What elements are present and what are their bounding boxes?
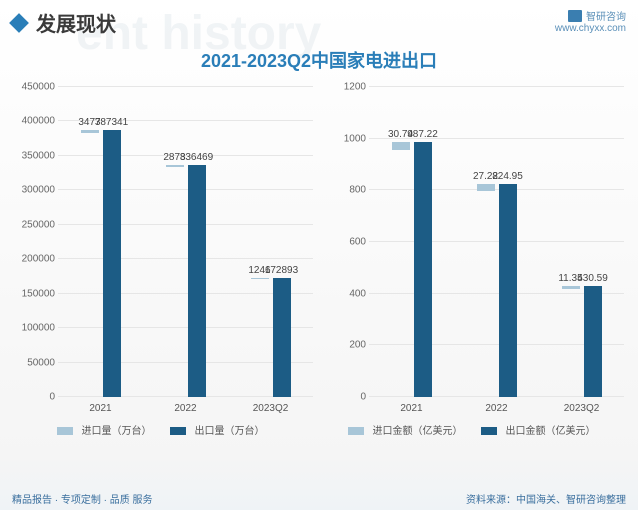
bar: 387341 — [103, 130, 121, 397]
bar: 2878 — [166, 165, 184, 167]
footer-left: 精品报告 · 专项定制 · 品质 服务 — [12, 491, 153, 506]
y-tick: 0 — [49, 392, 55, 403]
bar: 27.22 — [477, 184, 495, 191]
bar: 3477 — [81, 130, 99, 132]
legend-left: 进口量（万台） 出口量（万台） — [8, 422, 319, 437]
x-tick: 2022 — [174, 403, 196, 414]
legend-swatch — [481, 427, 497, 435]
legend-label: 出口金额（亿美元） — [506, 426, 596, 437]
legend-label: 进口金额（亿美元） — [373, 426, 463, 437]
gridline — [58, 86, 313, 87]
legend-item: 出口量（万台） — [170, 426, 271, 437]
y-tick: 1200 — [344, 82, 366, 93]
bar-group: 28783364692022 — [164, 165, 208, 397]
legend-swatch — [170, 427, 186, 435]
brand-name: 智研咨询 — [586, 8, 626, 23]
y-tick: 100000 — [22, 323, 55, 334]
y-tick: 150000 — [22, 288, 55, 299]
header-left: 发展现状 — [12, 8, 116, 37]
y-tick: 800 — [349, 185, 366, 196]
legend-label: 出口量（万台） — [195, 426, 265, 437]
gridline — [369, 86, 624, 87]
y-tick: 300000 — [22, 185, 55, 196]
value-label: 824.95 — [492, 171, 523, 182]
legend-swatch — [57, 427, 73, 435]
y-tick: 600 — [349, 237, 366, 248]
footer-right: 资料来源：中国海关、智研咨询整理 — [466, 491, 626, 506]
bar-group: 34773873412021 — [79, 130, 123, 397]
bar: 172893 — [273, 278, 291, 397]
legend-label: 进口量（万台） — [82, 426, 152, 437]
legend-item: 出口金额（亿美元） — [481, 426, 602, 437]
brand-icon — [568, 10, 582, 22]
x-tick: 2023Q2 — [253, 403, 289, 414]
brand-row: 智研咨询 — [555, 8, 626, 23]
y-tick: 350000 — [22, 150, 55, 161]
value-label: 430.59 — [577, 273, 608, 284]
bar-group: 27.22824.952022 — [475, 184, 519, 397]
footer: 精品报告 · 专项定制 · 品质 服务 资料来源：中国海关、智研咨询整理 — [12, 491, 626, 506]
value-label: 387341 — [95, 117, 128, 128]
y-tick: 50000 — [27, 357, 55, 368]
chart-panel-amount: 0 200 400 600 800 1000 1200 30.74 987.22 2021 27.2… — [319, 77, 630, 467]
y-tick: 200000 — [22, 254, 55, 265]
plot-area-left: 0500001000001500002000002500003000003500… — [58, 87, 313, 397]
y-tick: 1000 — [344, 133, 366, 144]
x-tick: 2021 — [400, 403, 422, 414]
y-tick: 250000 — [22, 219, 55, 230]
y-tick: 450000 — [22, 82, 55, 93]
bar: 430.59 — [584, 286, 602, 397]
header-right: 智研咨询 www.chyxx.com — [555, 8, 626, 34]
bar: 824.95 — [499, 184, 517, 397]
x-tick: 2023Q2 — [564, 403, 600, 414]
legend-item: 进口金额（亿美元） — [348, 426, 469, 437]
chart-panel-volume: 0 50000 100000 150000 200000 250000 300000 3500… — [8, 77, 319, 467]
x-tick: 2022 — [485, 403, 507, 414]
value-label: 987.22 — [407, 129, 438, 140]
value-label: 336469 — [180, 152, 213, 163]
bar-group: 11.35430.592023Q2 — [560, 286, 604, 397]
bar: 11.35 — [562, 286, 580, 289]
header: 发展现状 智研咨询 www.chyxx.com — [0, 0, 638, 37]
y-tick: 0 — [360, 392, 366, 403]
bar-group: 30.74987.222021 — [390, 142, 434, 397]
brand-url: www.chyxx.com — [555, 23, 626, 34]
bar: 30.74 — [392, 142, 410, 150]
value-label: 172893 — [265, 265, 298, 276]
diamond-icon — [9, 13, 29, 33]
bar: 1246 — [251, 278, 269, 279]
x-tick: 2021 — [89, 403, 111, 414]
bar: 987.22 — [414, 142, 432, 397]
plot-area-right: 02004006008001000120030.74987.22202127.2… — [369, 87, 624, 397]
y-tick: 400 — [349, 288, 366, 299]
header-title: 发展现状 — [36, 8, 116, 37]
bar-group: 12461728932023Q2 — [249, 278, 293, 397]
charts-row: 0 50000 100000 150000 200000 250000 300000 3500… — [0, 77, 638, 467]
legend-right: 进口金额（亿美元） 出口金额（亿美元） — [319, 422, 630, 437]
y-tick: 400000 — [22, 116, 55, 127]
chart-title: 2021-2023Q2中国家电进出口 — [0, 47, 638, 73]
y-tick: 200 — [349, 340, 366, 351]
legend-swatch — [348, 427, 364, 435]
legend-item: 进口量（万台） — [57, 426, 158, 437]
bar: 336469 — [188, 165, 206, 397]
